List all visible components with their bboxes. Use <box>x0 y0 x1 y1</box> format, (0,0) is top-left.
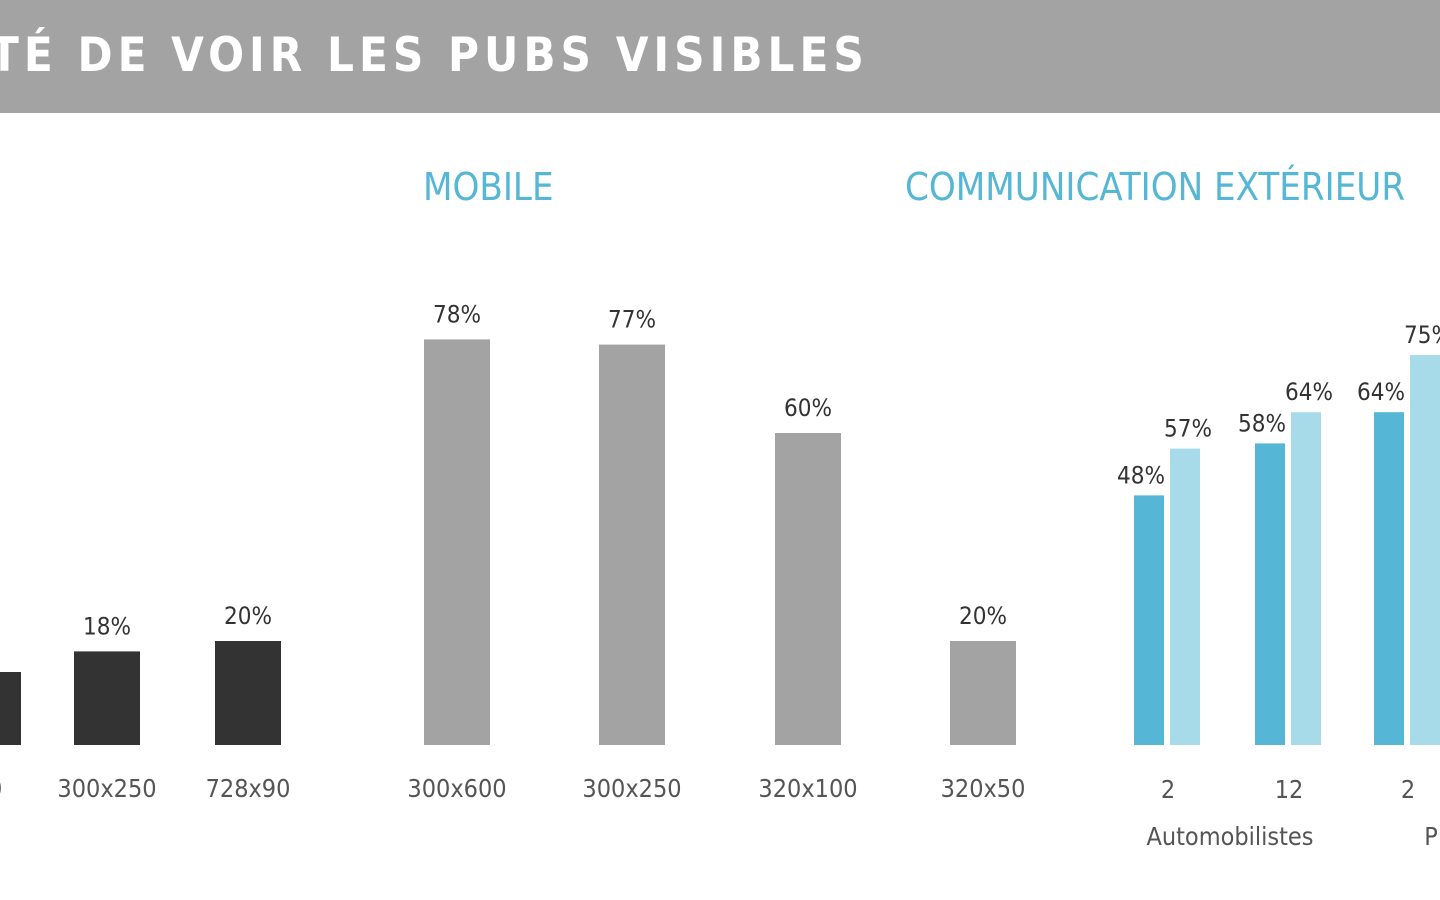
mobile-section-title: MOBILE <box>423 165 554 209</box>
outdoor-group-label: Automobilistes <box>1146 822 1313 851</box>
mobile-bar <box>775 433 841 745</box>
mobile-category-label: 320x100 <box>758 774 857 803</box>
mobile-bar <box>599 344 665 745</box>
outdoor-bar <box>1374 412 1404 745</box>
mobile-bar-value-label: 20% <box>959 602 1007 630</box>
desktop-bar-value-label: 18% <box>83 612 131 640</box>
outdoor-bar <box>1170 448 1200 745</box>
desktop-category-label: 728x90 <box>206 774 291 803</box>
outdoor-category-label: 12 <box>1275 775 1304 804</box>
mobile-bar <box>424 339 490 745</box>
desktop-category-label: 300x250 <box>57 774 156 803</box>
outdoor-section-title: COMMUNICATION EXTÉRIEUR <box>905 165 1406 209</box>
outdoor-bar-value-label: 64% <box>1357 378 1405 406</box>
desktop-bar <box>74 651 140 745</box>
desktop-bar <box>215 641 281 745</box>
mobile-bar <box>950 641 1016 745</box>
outdoor-bar <box>1255 443 1285 745</box>
outdoor-bar <box>1410 355 1440 745</box>
outdoor-bar <box>1134 495 1164 745</box>
mobile-bar-value-label: 77% <box>608 306 656 334</box>
outdoor-bar-value-label: 48% <box>1117 461 1165 489</box>
outdoor-category-label: 2 <box>1161 775 1175 804</box>
outdoor-bar-value-label: 58% <box>1238 409 1286 437</box>
outdoor-bar <box>1291 412 1321 745</box>
mobile-category-label: 320x50 <box>941 774 1026 803</box>
desktop-bar-value-label: 20% <box>224 602 272 630</box>
mobile-bar-value-label: 60% <box>784 394 832 422</box>
desktop-category-label: 00 <box>0 774 2 803</box>
outdoor-bar-value-label: 57% <box>1164 415 1212 443</box>
mobile-category-label: 300x250 <box>582 774 681 803</box>
outdoor-category-label: 2 <box>1401 775 1415 804</box>
mobile-category-label: 300x600 <box>407 774 506 803</box>
mobile-bar-value-label: 78% <box>433 300 481 328</box>
desktop-bar <box>0 672 21 745</box>
outdoor-bar-value-label: 75% <box>1404 321 1440 349</box>
page-title: TÉ DE VOIR LES PUBS VISIBLES <box>0 28 869 83</box>
header-banner: TÉ DE VOIR LES PUBS VISIBLES <box>0 0 1440 113</box>
outdoor-group-label: P <box>1424 822 1438 851</box>
outdoor-bar-value-label: 64% <box>1285 378 1333 406</box>
